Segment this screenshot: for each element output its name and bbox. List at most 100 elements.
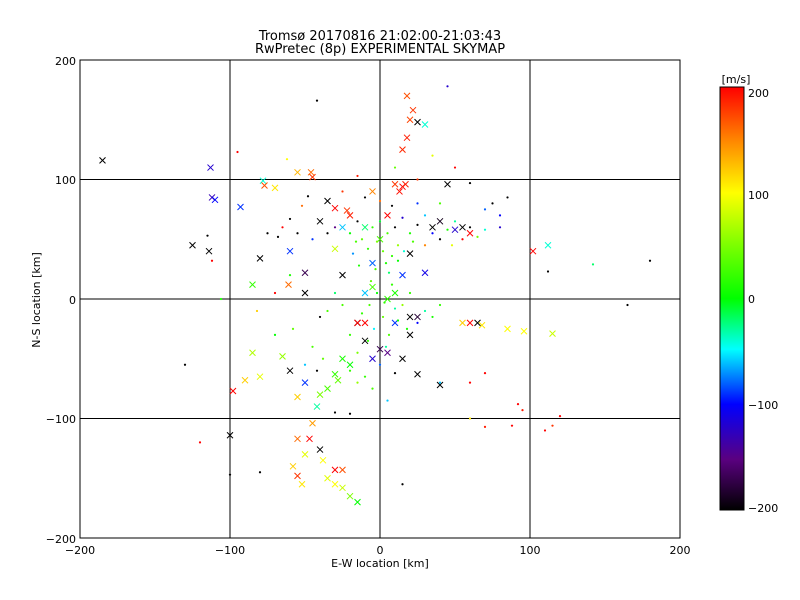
data-point-dot [378, 220, 382, 223]
data-point-dot [288, 217, 292, 221]
data-point-dot [423, 309, 427, 313]
data-point-x [369, 355, 376, 363]
data-point-dot [384, 262, 388, 265]
data-point-dot [311, 238, 314, 241]
data-point-dot [341, 303, 344, 307]
data-point-dot [356, 220, 359, 223]
data-point-dot [386, 399, 389, 402]
data-point-x [414, 370, 421, 378]
data-point-dot [461, 238, 464, 241]
data-point-dot [381, 250, 385, 253]
y-tick-label: 100 [55, 174, 76, 187]
data-point-dot [333, 411, 337, 414]
data-point-dot [393, 166, 397, 169]
data-point-dot [357, 264, 361, 267]
data-point-x [346, 211, 354, 219]
data-point-x [466, 319, 474, 327]
data-point-x [316, 446, 324, 453]
data-point-dot [438, 202, 442, 205]
data-point-dot [423, 244, 427, 247]
y-axis: 200 100 0 −100 −200 N-S location [km] [30, 55, 76, 546]
data-point-dot [431, 232, 434, 235]
data-point-dot [333, 291, 337, 295]
data-point-dot [333, 226, 337, 229]
data-point-x [429, 223, 436, 231]
data-point-x [421, 121, 429, 128]
data-point-dot [375, 240, 379, 243]
data-point-x [301, 269, 309, 277]
data-point-dot [431, 154, 434, 157]
data-point-x [376, 345, 384, 353]
data-point-dot [348, 369, 352, 372]
data-point-dot [483, 425, 487, 428]
data-point-x [286, 247, 294, 255]
data-point-dot [306, 195, 310, 198]
x-axis-label: E-W location [km] [331, 557, 429, 570]
data-point-x [361, 289, 369, 297]
data-point-dot [416, 178, 419, 181]
data-point-dot [453, 220, 457, 223]
y-tick-label: 200 [55, 55, 76, 68]
data-point-dot [378, 363, 382, 366]
data-point-dot [198, 441, 202, 444]
data-point-x [307, 168, 315, 176]
data-point-x [354, 498, 361, 506]
data-point-dot [648, 259, 652, 262]
data-point-x [331, 480, 339, 488]
data-point-dot [498, 214, 502, 217]
data-point-x [249, 281, 256, 289]
data-point-x [339, 484, 346, 492]
data-point-x [249, 349, 256, 357]
colorbar: [m/s] 200 100 0 −100 −200 [719, 73, 778, 515]
data-point-dot [366, 247, 370, 250]
data-point-x [211, 196, 219, 204]
x-tick-label: 100 [520, 544, 541, 557]
data-point-x [207, 164, 214, 171]
data-point-x [301, 450, 309, 458]
data-point-x [361, 337, 369, 345]
data-point-dot [291, 327, 295, 330]
data-point-x [369, 259, 376, 267]
data-point-dot [405, 327, 409, 330]
data-point-dot [551, 424, 554, 427]
data-point-dot [255, 309, 259, 313]
data-point-x [226, 431, 234, 439]
data-point-dot [396, 259, 400, 262]
data-point-x [520, 327, 528, 335]
data-point-dot [483, 208, 487, 211]
data-point-x [459, 319, 466, 327]
data-point-dot [311, 345, 314, 348]
data-point-dot [386, 232, 389, 235]
data-point-dot [468, 381, 472, 384]
x-tick-label: −100 [215, 544, 245, 557]
data-point-x [324, 385, 331, 392]
data-point-x [346, 361, 354, 369]
data-point-x [414, 313, 421, 321]
data-point-dot [303, 363, 307, 366]
data-point-dot [390, 283, 394, 286]
data-point-x [451, 226, 459, 234]
data-point-dot [476, 235, 479, 238]
data-point-x [294, 435, 301, 443]
data-point-dot [206, 234, 209, 237]
data-point-x [466, 229, 474, 237]
data-point-x [285, 281, 292, 289]
data-point-dot [591, 263, 595, 266]
data-point-x [343, 207, 351, 214]
data-point-dot [228, 473, 232, 476]
data-point-x [391, 180, 399, 188]
data-point-dot [498, 226, 502, 229]
data-point-x [331, 466, 339, 474]
data-point-x [256, 373, 264, 381]
y-axis-label: N-S location [km] [30, 252, 43, 348]
data-point-dot [276, 235, 280, 238]
data-point-x [444, 180, 451, 188]
data-point-dot [273, 291, 277, 295]
data-point-dot [360, 312, 364, 315]
data-point-dot [408, 232, 412, 235]
colorbar-tick-label: −200 [748, 502, 778, 515]
data-point-x [229, 387, 237, 395]
data-point-dot [266, 232, 269, 235]
data-point-dot [348, 333, 352, 336]
colorbar-tick-label: 200 [748, 87, 769, 100]
